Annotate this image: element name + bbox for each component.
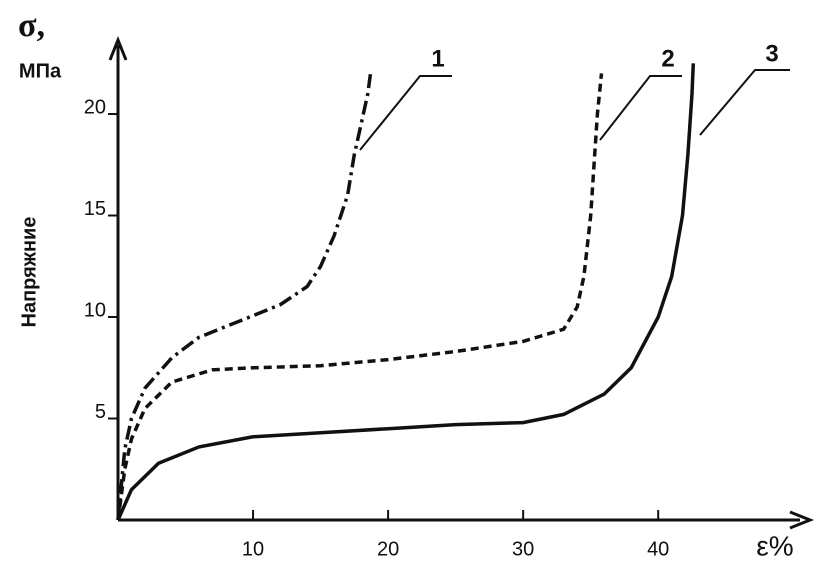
x-tick-label: 30	[512, 538, 534, 560]
y-symbol: σ,	[18, 7, 45, 44]
y-tick-label: 15	[84, 198, 106, 220]
series-line	[116, 73, 373, 521]
y-unit: МПа	[19, 60, 62, 82]
x-tick-label: 10	[242, 538, 264, 560]
series-line	[116, 63, 696, 521]
series-label: 1	[431, 45, 444, 72]
y-tick-label: 5	[95, 401, 106, 423]
series-label: 3	[765, 40, 778, 67]
x-tick-label: 40	[647, 538, 669, 560]
x-tick-label: 20	[377, 538, 399, 560]
y-tick-label: 20	[84, 96, 106, 118]
x-arrow	[789, 510, 815, 530]
y-axis-title: Напряжние	[18, 217, 40, 328]
y-arrow	[108, 35, 128, 61]
leader-line	[699, 69, 790, 136]
x-axis-title: ε%	[756, 530, 793, 561]
leader-line	[359, 75, 452, 151]
y-tick-label: 10	[84, 299, 106, 321]
leader-line	[599, 75, 682, 141]
series-line	[116, 73, 604, 521]
series-label: 2	[661, 45, 674, 72]
